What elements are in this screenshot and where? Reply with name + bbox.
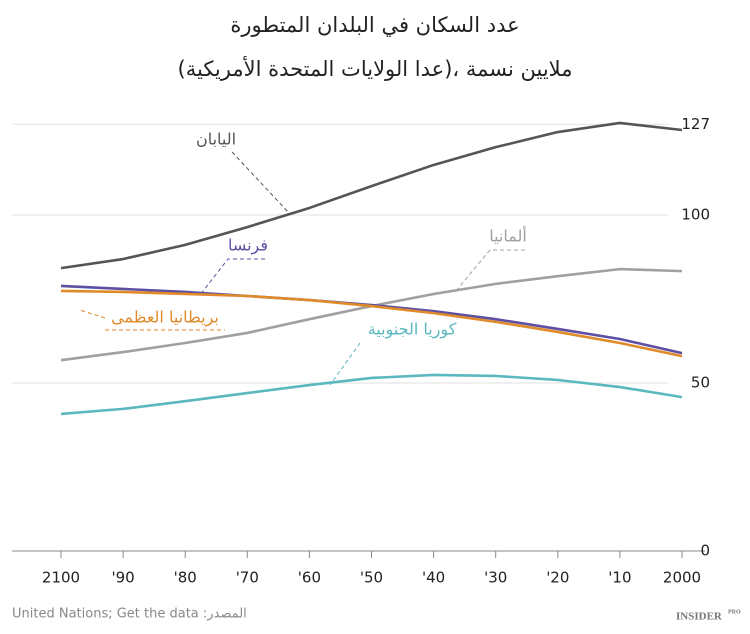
source: United Nations; Get the data :المصدر <box>12 607 247 622</box>
y-tick-label: 50 <box>691 374 710 392</box>
series-label: بريطانيا العظمى <box>111 308 219 328</box>
series-label: كوريا الجنوبية <box>368 320 457 340</box>
chart-title: عدد السكان في البلدان المتطورة <box>230 13 519 37</box>
line <box>60 121 683 270</box>
series-label: فرنسا <box>228 236 268 256</box>
x-tick-label: '30 <box>484 569 507 587</box>
leader-line <box>454 249 525 293</box>
leader-line <box>329 342 361 386</box>
leader-line <box>199 258 265 296</box>
line <box>60 373 683 416</box>
chart-subtitle: (عدا الولايات المتحدة الأمريكية)، ملايين… <box>178 56 573 81</box>
x-tick-label: '90 <box>111 569 134 587</box>
x-tick-label: '40 <box>422 569 445 587</box>
y-tick-label: 100 <box>681 206 710 224</box>
x-tick-label: '80 <box>174 569 197 587</box>
x-tick-label: '10 <box>608 569 631 587</box>
x-tick-label: '20 <box>546 569 569 587</box>
brand: INSIDER <box>676 611 723 623</box>
leader-line <box>231 151 291 215</box>
x-tick-label: 2000 <box>663 569 701 587</box>
series-label: ألمانيا <box>489 226 527 246</box>
x-tick-label: '50 <box>360 569 383 587</box>
y-tick-label: 0 <box>700 542 710 560</box>
y-tick-label: 127 <box>681 115 710 133</box>
x-tick-label: '70 <box>236 569 259 587</box>
x-tick-label: '60 <box>298 569 321 587</box>
series-label: اليابان <box>196 130 236 149</box>
brand-sub: PRO <box>728 609 741 615</box>
line <box>60 289 683 358</box>
x-tick-label: 2100 <box>42 569 80 587</box>
leader-line <box>79 309 106 319</box>
